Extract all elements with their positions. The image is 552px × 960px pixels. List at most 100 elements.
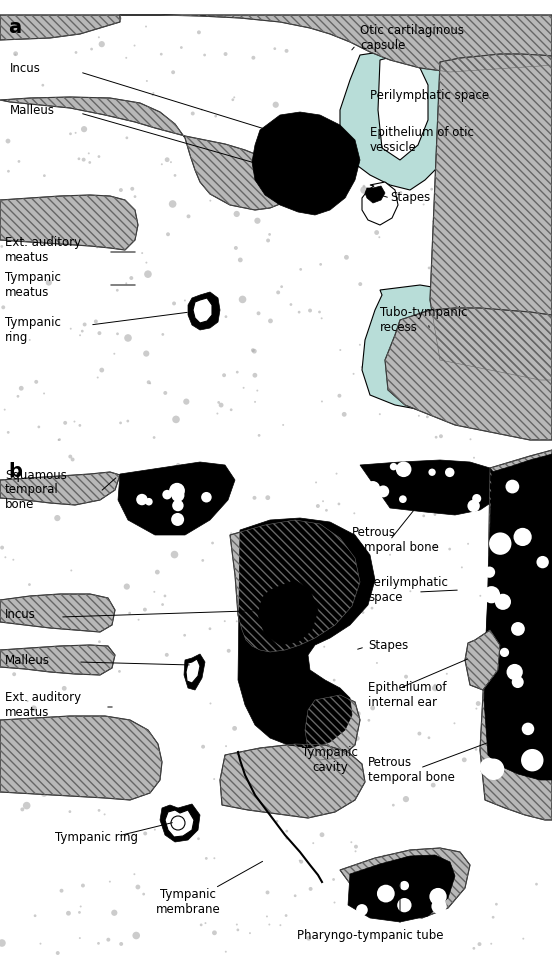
- Point: [540, 143, 549, 158]
- Point: [180, 628, 189, 643]
- Point: [548, 665, 552, 681]
- Text: Malleus: Malleus: [10, 104, 55, 116]
- Circle shape: [201, 492, 211, 502]
- Point: [360, 182, 369, 198]
- Point: [533, 232, 542, 248]
- Point: [304, 120, 313, 135]
- Point: [131, 189, 140, 204]
- Point: [0, 239, 6, 254]
- Point: [217, 397, 226, 413]
- Point: [6, 605, 14, 620]
- Point: [516, 547, 524, 563]
- Point: [330, 895, 339, 910]
- Point: [522, 749, 530, 764]
- Point: [113, 282, 122, 298]
- Point: [328, 740, 337, 756]
- Point: [40, 660, 49, 675]
- Point: [507, 420, 516, 435]
- Point: [375, 406, 384, 421]
- Circle shape: [522, 723, 534, 735]
- Point: [4, 424, 13, 440]
- Point: [31, 722, 40, 737]
- Point: [60, 681, 68, 696]
- Point: [271, 97, 280, 112]
- Point: [442, 278, 450, 294]
- Point: [284, 11, 293, 26]
- Point: [123, 8, 131, 23]
- Point: [131, 98, 140, 113]
- Point: [143, 743, 152, 758]
- Point: [40, 779, 49, 794]
- Point: [95, 721, 104, 736]
- Point: [25, 332, 34, 348]
- Point: [296, 262, 305, 277]
- Polygon shape: [252, 112, 360, 215]
- Point: [346, 762, 355, 778]
- Point: [32, 374, 41, 390]
- Point: [76, 214, 84, 229]
- Polygon shape: [365, 186, 385, 203]
- Point: [401, 791, 410, 806]
- Point: [389, 465, 398, 480]
- Point: [55, 432, 64, 447]
- Point: [322, 503, 331, 518]
- Point: [35, 198, 44, 213]
- Point: [436, 124, 444, 139]
- Text: Perilymphatic
space: Perilymphatic space: [368, 576, 449, 604]
- Point: [251, 368, 259, 383]
- Point: [4, 163, 13, 179]
- Point: [474, 696, 482, 711]
- Point: [450, 108, 459, 123]
- Point: [270, 166, 279, 181]
- Point: [340, 585, 349, 600]
- Point: [347, 834, 355, 850]
- Point: [210, 925, 219, 941]
- Point: [279, 418, 288, 433]
- Point: [9, 552, 18, 567]
- Circle shape: [472, 494, 481, 503]
- Point: [12, 199, 21, 214]
- Point: [67, 563, 76, 578]
- Point: [115, 663, 124, 679]
- Point: [297, 854, 306, 870]
- Point: [420, 508, 428, 523]
- Point: [94, 149, 103, 164]
- Polygon shape: [186, 659, 200, 683]
- Point: [375, 229, 384, 245]
- Point: [292, 698, 301, 713]
- Point: [359, 179, 368, 194]
- Point: [116, 11, 125, 26]
- Point: [53, 511, 62, 526]
- Point: [304, 930, 313, 946]
- Point: [431, 678, 439, 693]
- Point: [221, 46, 230, 61]
- Point: [158, 326, 167, 342]
- Point: [231, 240, 240, 255]
- Point: [518, 293, 527, 308]
- Point: [251, 395, 259, 410]
- Polygon shape: [305, 695, 360, 760]
- Point: [539, 628, 548, 643]
- Point: [31, 908, 40, 924]
- Point: [54, 432, 63, 447]
- Point: [489, 909, 497, 924]
- Point: [480, 489, 489, 504]
- Point: [303, 548, 312, 564]
- Point: [8, 28, 17, 43]
- Point: [469, 941, 478, 956]
- Point: [263, 885, 272, 900]
- Point: [237, 147, 246, 162]
- Point: [364, 712, 373, 728]
- Point: [485, 618, 494, 634]
- Text: Incus: Incus: [10, 61, 41, 75]
- Point: [534, 687, 543, 703]
- Point: [359, 605, 368, 620]
- Point: [429, 847, 438, 862]
- Point: [518, 306, 527, 322]
- Point: [415, 21, 423, 36]
- Point: [442, 666, 451, 682]
- Point: [70, 414, 79, 429]
- Point: [95, 634, 104, 649]
- Point: [57, 883, 66, 899]
- Text: Petrous
temporal bone: Petrous temporal bone: [368, 756, 455, 784]
